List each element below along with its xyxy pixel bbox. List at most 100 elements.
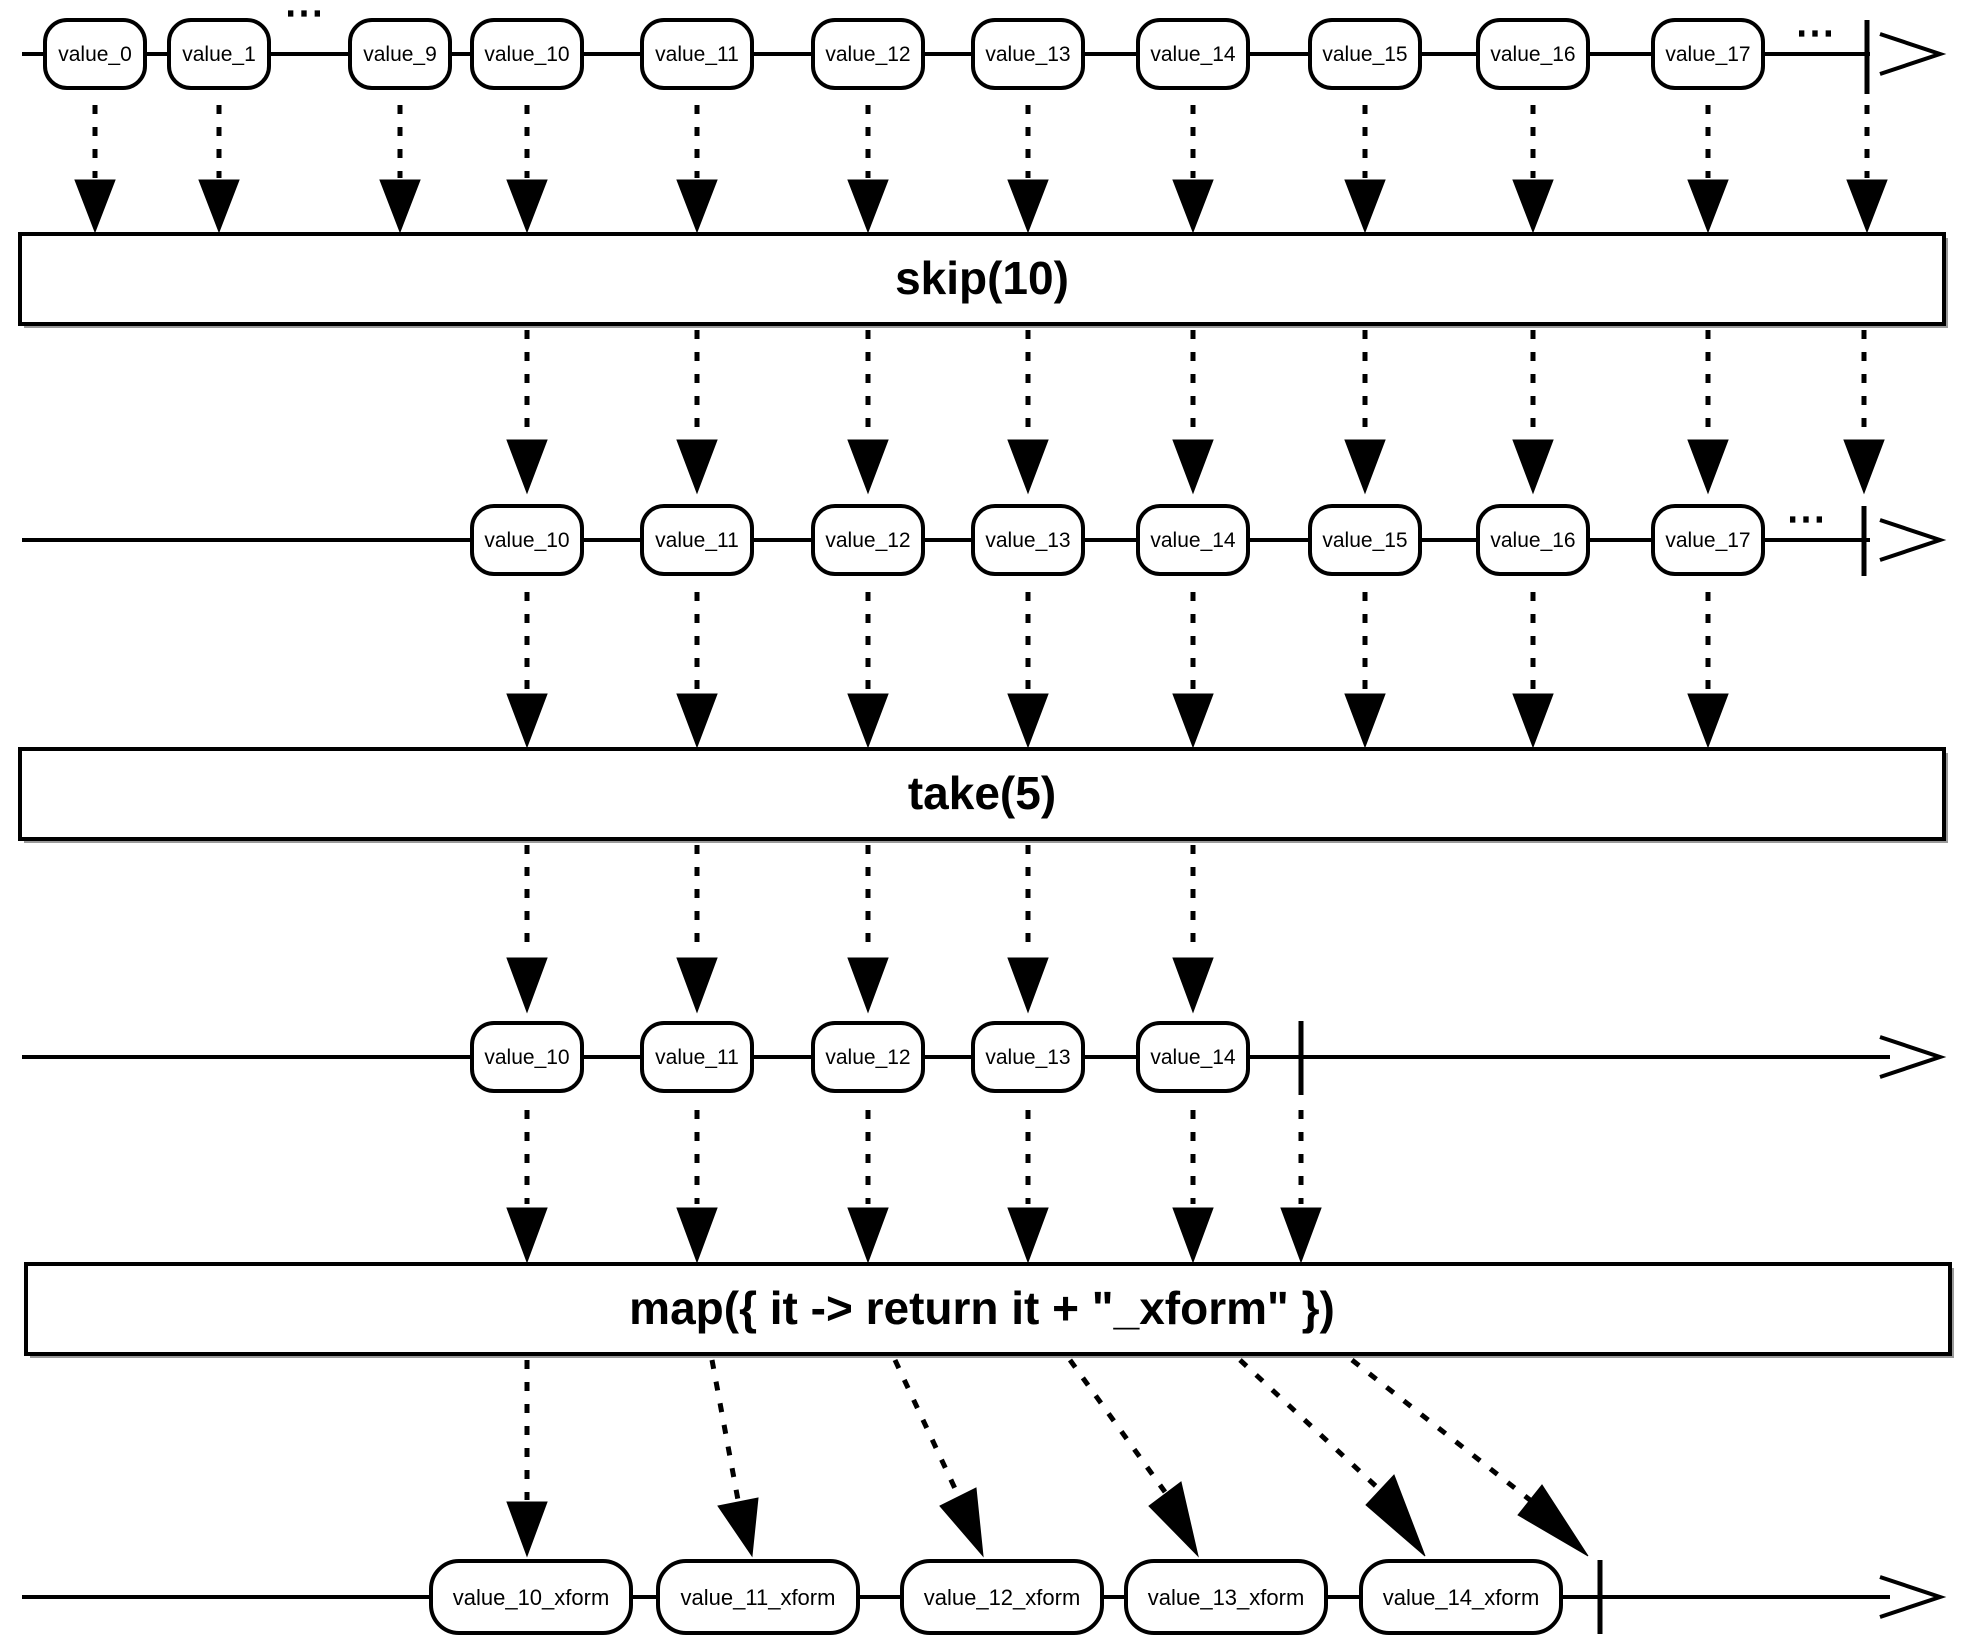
dotted-arrow xyxy=(1344,592,1386,749)
dotted-arrow xyxy=(1512,330,1554,495)
marble: value_10 xyxy=(470,504,584,576)
marble: value_11 xyxy=(640,18,754,90)
marble-label: value_17 xyxy=(1665,529,1750,552)
dotted-arrow xyxy=(506,1360,548,1558)
marble-label: value_1 xyxy=(182,43,256,66)
marble-label: value_13 xyxy=(985,1046,1070,1069)
operator-map: map({ it -> return it + "_xform" }) xyxy=(24,1262,1954,1358)
dotted-arrow xyxy=(676,845,718,1014)
dotted-arrow xyxy=(847,845,889,1014)
marble: value_12 xyxy=(811,504,925,576)
dotted-arrow xyxy=(676,592,718,749)
marble-label: value_10 xyxy=(484,43,569,66)
marble-label: value_15 xyxy=(1322,529,1407,552)
dotted-arrow xyxy=(506,330,548,495)
dotted-arrow xyxy=(1344,330,1386,495)
dotted-arrow xyxy=(1687,330,1729,495)
marble: value_12 xyxy=(811,1021,925,1093)
operator-skip: skip(10) xyxy=(18,232,1948,328)
arrows-to-take xyxy=(506,592,1729,749)
dotted-arrow xyxy=(1172,1110,1214,1264)
marble: value_15 xyxy=(1308,18,1422,90)
dotted-arrow xyxy=(847,330,889,495)
marble-label: value_13 xyxy=(985,529,1070,552)
dotted-arrow xyxy=(506,1110,548,1264)
marble: value_15 xyxy=(1308,504,1422,576)
timeline-after-map: value_10_xform value_11_xform value_12_x… xyxy=(22,1559,1947,1635)
dotted-arrow xyxy=(709,1359,759,1558)
marble: value_16 xyxy=(1476,504,1590,576)
marble-label: value_10 xyxy=(484,1046,569,1069)
marble-label: value_9 xyxy=(363,43,437,66)
dotted-arrow xyxy=(1007,845,1049,1014)
dotted-arrow xyxy=(506,105,548,234)
marble-label: value_15 xyxy=(1322,43,1407,66)
ellipsis: ⋯ xyxy=(1795,11,1835,55)
dotted-arrow xyxy=(198,105,240,234)
dotted-arrow xyxy=(1344,105,1386,234)
marble: value_11_xform xyxy=(656,1559,860,1635)
marble-label: value_12_xform xyxy=(924,1585,1081,1610)
marble-label: value_13 xyxy=(985,43,1070,66)
marble-label: value_16 xyxy=(1490,529,1575,552)
dotted-arrow xyxy=(1172,845,1214,1014)
dotted-arrow xyxy=(1687,105,1729,234)
marble: value_0 xyxy=(43,18,147,90)
dotted-arrow xyxy=(1280,1110,1322,1264)
dotted-arrow xyxy=(847,105,889,234)
dotted-arrow xyxy=(1172,592,1214,749)
marble-label: value_12 xyxy=(825,1046,910,1069)
marble-label: value_13_xform xyxy=(1148,1585,1305,1610)
marble: value_10 xyxy=(470,1021,584,1093)
marble-label: value_11 xyxy=(655,43,739,66)
dotted-arrow xyxy=(1846,105,1888,234)
marble: value_16 xyxy=(1476,18,1590,90)
marble: value_11 xyxy=(640,1021,754,1093)
marble: value_17 xyxy=(1651,504,1765,576)
operator-label: map({ it -> return it + "_xform" }) xyxy=(629,1282,1335,1334)
operator-label: skip(10) xyxy=(895,252,1069,304)
dotted-arrow xyxy=(847,1110,889,1264)
marble-label: value_12 xyxy=(825,43,910,66)
dotted-arrow xyxy=(74,105,116,234)
timeline-after-take: value_10 value_11 value_12 value_13 valu… xyxy=(22,1021,1947,1095)
dotted-arrow xyxy=(676,1110,718,1264)
arrows-to-skip xyxy=(74,105,1888,234)
dotted-arrow xyxy=(1007,592,1049,749)
marble: value_10 xyxy=(470,18,584,90)
dotted-arrow xyxy=(1172,105,1214,234)
timeline-arrowhead xyxy=(1879,1035,1947,1079)
marble-label: value_14 xyxy=(1150,43,1236,66)
marble: value_13 xyxy=(971,504,1085,576)
marble: value_14 xyxy=(1136,504,1250,576)
dotted-arrow xyxy=(1687,592,1729,749)
ellipsis: ⋯ xyxy=(1786,497,1826,541)
marble: value_14_xform xyxy=(1359,1559,1563,1635)
dotted-arrow xyxy=(1172,330,1214,495)
operator-take: take(5) xyxy=(18,747,1948,843)
marble-label: value_12 xyxy=(825,529,910,552)
arrows-to-map xyxy=(506,1110,1322,1264)
marble-label: value_10 xyxy=(484,529,569,552)
arrows-from-skip xyxy=(506,330,1885,495)
marble-label: value_0 xyxy=(58,43,132,66)
marble-label: value_14 xyxy=(1150,529,1236,552)
marble: value_14 xyxy=(1136,1021,1250,1093)
dotted-arrow xyxy=(847,592,889,749)
marble-label: value_10_xform xyxy=(453,1585,610,1610)
dotted-arrow xyxy=(1512,592,1554,749)
marble: value_13 xyxy=(971,1021,1085,1093)
dotted-arrow xyxy=(379,105,421,234)
ellipsis: ⋯ xyxy=(284,0,324,35)
marble: value_12 xyxy=(811,18,925,90)
marble-label: value_14 xyxy=(1150,1046,1236,1069)
timeline-arrowhead xyxy=(1879,32,1947,76)
marble: value_11 xyxy=(640,504,754,576)
arrows-from-map xyxy=(506,1358,1589,1558)
dotted-arrow xyxy=(1007,330,1049,495)
marble-label: value_17 xyxy=(1665,43,1750,66)
marble: value_10_xform xyxy=(429,1559,633,1635)
dotted-arrow xyxy=(1007,105,1049,234)
marble-label: value_16 xyxy=(1490,43,1575,66)
marble: value_14 xyxy=(1136,18,1250,90)
